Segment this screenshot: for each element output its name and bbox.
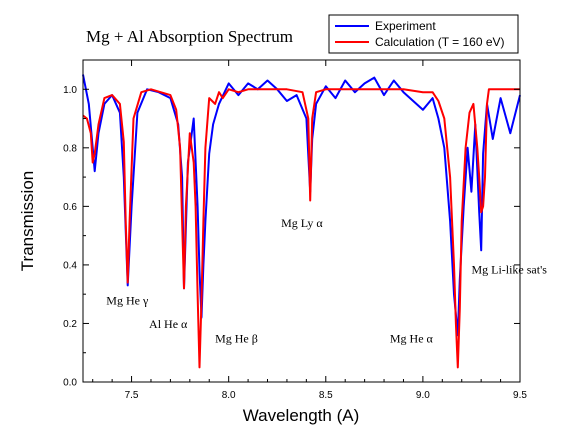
annotation-label: Mg He α (390, 331, 434, 345)
y-tick-label: 0.6 (63, 202, 77, 213)
chart-title: Mg + Al Absorption Spectrum (86, 27, 293, 46)
legend-label-calculation: Calculation (T = 160 eV) (375, 35, 505, 49)
annotation-layer: Mg He γAl He α Mg He β Mg Ly α Mg He α Mg Li… (106, 216, 547, 346)
x-tick-label: 9.0 (416, 390, 430, 401)
annotation-label: Mg Ly α (281, 216, 323, 230)
series-calculation-line (82, 88, 520, 369)
legend: Experiment Calculation (T = 160 eV) (328, 14, 519, 54)
y-tick-label: 0.4 (63, 260, 77, 271)
annotation-label: Mg Li-like sat's (471, 263, 547, 277)
x-tick-label: 8.5 (319, 390, 333, 401)
y-tick-label: 0.2 (63, 319, 77, 330)
x-axis-label: Wavelength (A) (243, 406, 360, 425)
legend-box (328, 14, 519, 54)
legend-label-experiment: Experiment (375, 19, 436, 33)
y-tick-label: 1.0 (63, 85, 77, 96)
series-layer (82, 74, 521, 369)
y-tick-label: 0.0 (63, 378, 77, 389)
axis-layer: 7.5 8.0 8.5 9.0 9.5 0.0 0.2 0.4 0.6 0.8 1.0 (63, 59, 527, 401)
annotation-label: Mg He β (215, 331, 258, 345)
annotation-label: Al He α (149, 317, 188, 331)
x-tick-label: 9.5 (513, 390, 527, 401)
plot-frame (82, 59, 521, 383)
x-tick-label: 7.5 (125, 390, 139, 401)
y-tick-label: 0.8 (63, 143, 77, 154)
x-tick-label: 8.0 (222, 390, 236, 401)
y-axis-label: Transmission (18, 171, 37, 271)
annotation-label: Mg He γ (106, 293, 149, 307)
